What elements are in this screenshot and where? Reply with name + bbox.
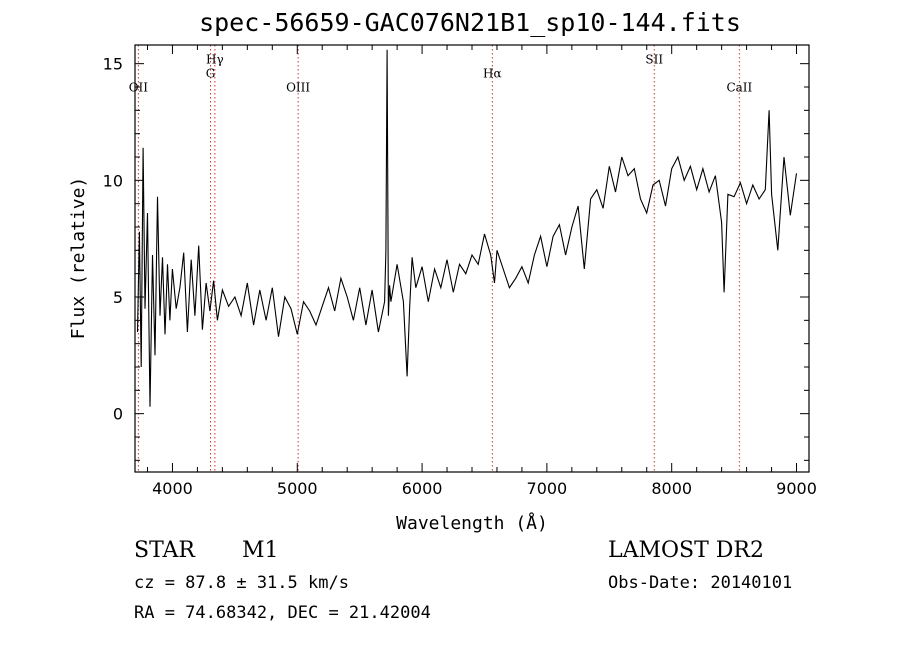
y-tick-label-3: 15 — [103, 55, 123, 74]
y-tick-label-0: 0 — [113, 405, 123, 424]
object-type: STAR — [134, 538, 195, 563]
x-tick-label-2: 6000 — [402, 479, 443, 498]
spectrum-series — [136, 49, 798, 407]
line-label-2: G — [206, 67, 216, 81]
x-tick-label-3: 7000 — [527, 479, 568, 498]
redshift-velocity: cz = 87.8 ± 31.5 km/s — [134, 573, 349, 593]
line-label-3: OIII — [286, 81, 310, 95]
x-tick-label-0: 4000 — [152, 479, 193, 498]
line-label-1: Hγ — [206, 53, 224, 67]
x-tick-label-5: 9000 — [776, 479, 817, 498]
chart-title: spec-56659-GAC076N21B1_sp10-144.fits — [199, 8, 741, 37]
coordinates: RA = 74.68342, DEC = 21.42004 — [134, 603, 431, 623]
plot-frame — [134, 44, 810, 473]
survey-name: LAMOST DR2 — [608, 538, 764, 563]
object-subclass: M1 — [242, 538, 279, 563]
x-axis: 4000 5000 6000 7000 8000 9000 — [146, 45, 817, 498]
line-label-5: SII — [645, 53, 663, 67]
line-label-6: CaII — [726, 81, 752, 95]
y-axis-label: Flux (relative) — [68, 177, 89, 340]
x-axis-label: Wavelength (Å) — [396, 512, 548, 534]
x-tick-label-4: 8000 — [651, 479, 692, 498]
y-tick-label-1: 5 — [113, 288, 123, 307]
x-tick-label-1: 5000 — [277, 479, 318, 498]
observation-date: Obs-Date: 20140101 — [608, 573, 793, 593]
spectrum-line — [136, 49, 798, 407]
line-label-4: Hα — [483, 67, 502, 81]
y-axis: 0 5 10 15 — [103, 55, 809, 461]
spectral-line-markers: OII HγG OIII Hα SII CaII — [129, 45, 753, 472]
y-tick-label-2: 10 — [103, 171, 123, 190]
line-label-0: OII — [129, 81, 149, 95]
